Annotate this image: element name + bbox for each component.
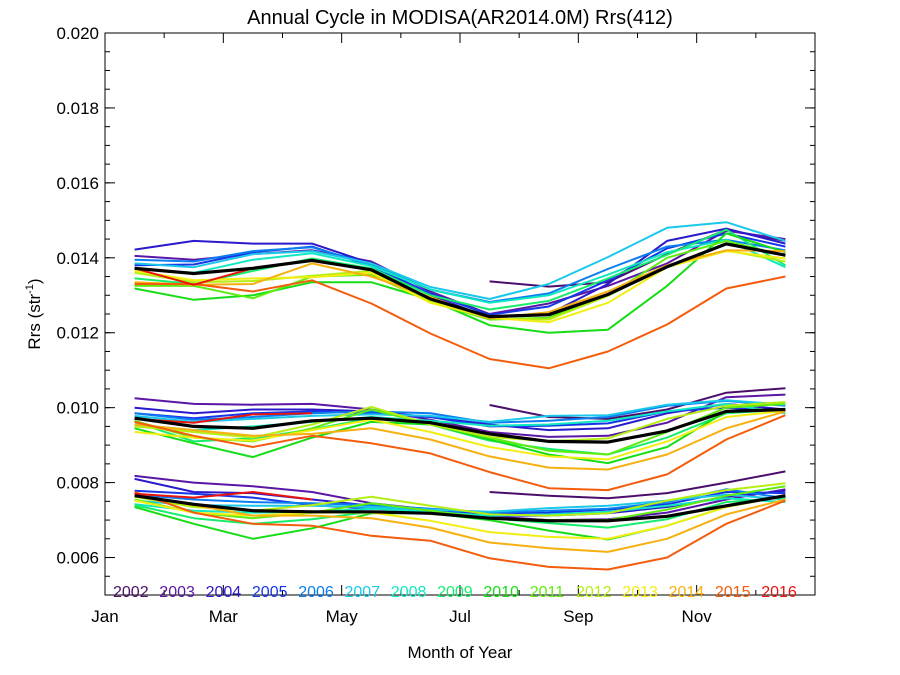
x-tick-label: Sep — [563, 607, 593, 626]
series-line-middle-2015 — [134, 414, 786, 492]
x-axis-label: Month of Year — [408, 643, 513, 662]
x-tick-label: Mar — [209, 607, 239, 626]
mean-line-upper — [134, 242, 786, 319]
legend-item-2007: 2007 — [345, 584, 381, 601]
x-tick-label: Jan — [91, 607, 118, 626]
series-line-upper-2015 — [134, 275, 786, 370]
legend-item-2012: 2012 — [576, 584, 612, 601]
series-line-middle-2003 — [134, 393, 786, 438]
series-line-lower-2002 — [489, 470, 786, 500]
y-axis-label-sup: -1 — [24, 284, 36, 294]
legend-item-2006: 2006 — [298, 584, 334, 601]
legend-item-2008: 2008 — [391, 584, 427, 601]
y-axis-label-main: Rrs (str — [25, 294, 44, 350]
y-tick-label: 0.020 — [56, 24, 99, 43]
series-line-upper-2009 — [134, 228, 786, 311]
series-line-middle-2014 — [134, 410, 786, 471]
legend-item-2003: 2003 — [159, 584, 195, 601]
x-tick-label: Jul — [449, 607, 471, 626]
legend-item-2010: 2010 — [483, 584, 519, 601]
mean-line-lower — [134, 494, 786, 523]
series-line-upper-2007 — [134, 221, 786, 300]
plot-frame — [104, 32, 816, 596]
legend-item-2014: 2014 — [669, 584, 705, 601]
series-line-lower-2013 — [134, 494, 786, 540]
series-line-middle-2012 — [134, 401, 786, 443]
y-tick-label: 0.008 — [56, 474, 99, 493]
legend-item-2005: 2005 — [252, 584, 288, 601]
plot-area — [134, 221, 786, 571]
legend-item-2013: 2013 — [622, 584, 658, 601]
y-tick-label: 0.012 — [56, 324, 99, 343]
y-tick-label: 0.006 — [56, 549, 99, 568]
y-tick-label: 0.014 — [56, 249, 99, 268]
series-line-lower-2016 — [134, 491, 313, 501]
legend-item-2011: 2011 — [530, 584, 565, 601]
axes: 0.006 0.008 0.010 0.012 0.014 0.016 0.018 0.020… — [56, 24, 815, 626]
series-line-middle-2007 — [134, 399, 786, 423]
legend-item-2002: 2002 — [113, 584, 149, 601]
legend-item-2015: 2015 — [715, 584, 751, 601]
legend-item-2009: 2009 — [437, 584, 473, 601]
series-line-lower-2015 — [134, 491, 786, 571]
mean-line-middle — [134, 407, 786, 444]
legend-item-2004: 2004 — [206, 584, 242, 601]
y-axis-label: Rrs (str-1) — [24, 278, 44, 349]
chart-title: Annual Cycle in MODISA(AR2014.0M) Rrs(41… — [247, 7, 673, 29]
y-tick-label: 0.016 — [56, 174, 99, 193]
series-line-lower-2014 — [134, 493, 786, 553]
y-tick-label: 0.010 — [56, 399, 99, 418]
series-line-middle-2013 — [134, 409, 786, 461]
series-line-middle-2002 — [489, 387, 786, 420]
legend-item-2016: 2016 — [761, 584, 797, 601]
x-tick-label: Nov — [682, 607, 713, 626]
y-tick-label: 0.018 — [56, 99, 99, 118]
series-line-lower-2005 — [134, 489, 786, 515]
y-axis-label-end: ) — [25, 278, 44, 284]
legend: 2002 2003 2004 2005 2006 2007 2008 2009 2010 2011… — [113, 584, 797, 601]
x-tick-label: May — [326, 607, 359, 626]
